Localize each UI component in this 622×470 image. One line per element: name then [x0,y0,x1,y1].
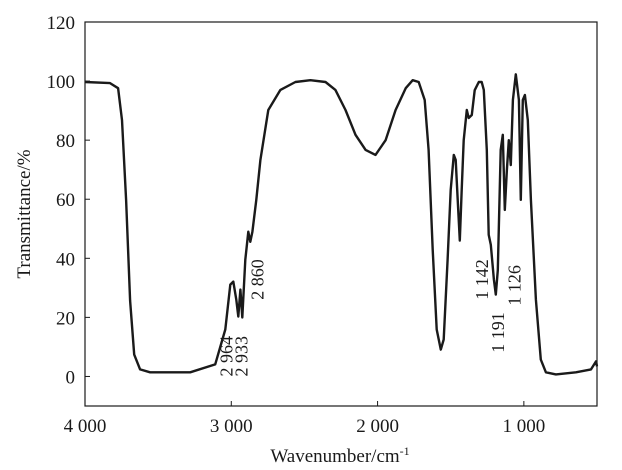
y-axis-label: Transmittance/% [14,149,35,278]
y-tick-label: 20 [56,308,75,329]
x-tick-label: 1 000 [502,416,545,437]
y-tick-label: 60 [56,190,75,211]
plot-frame [84,21,598,407]
spectrum-line [84,73,599,376]
peak-label: 1 126 [505,265,525,306]
peak-label: 1 191 [488,312,508,353]
y-tick-label: 100 [47,72,76,93]
y-tick-label: 0 [66,367,76,388]
x-axis-label: Wavenumber/cm-1 [270,444,409,467]
x-tick-label: 2 000 [356,416,399,437]
peak-label: 2 964 [217,336,237,377]
y-tick-label: 120 [47,13,76,34]
peak-label: 2 933 [231,336,251,377]
y-tick-label: 40 [56,249,75,270]
peak-label: 1 142 [472,259,492,300]
y-tick-label: 80 [56,131,75,152]
peak-label: 2 860 [248,259,268,300]
x-tick-label: 4 000 [64,416,107,437]
x-tick-label: 3 000 [210,416,253,437]
